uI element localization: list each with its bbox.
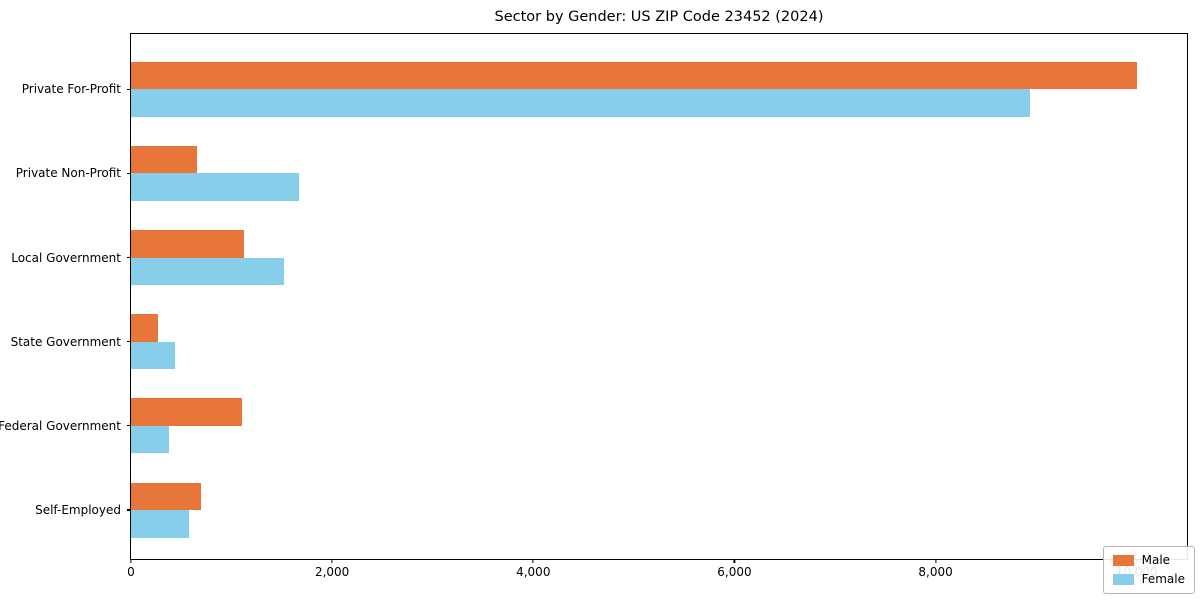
bar-female-federal-government (131, 425, 170, 454)
y-tick-mark (127, 88, 131, 90)
x-tick-label: 8,000 (918, 565, 953, 579)
x-tick-mark (934, 559, 937, 563)
y-tick-mark (127, 341, 131, 343)
legend-entry-male: Male (1112, 553, 1185, 567)
legend: Male Female (1102, 546, 1195, 594)
category-label-local-government: Local Government (11, 250, 121, 265)
bar-male-state-government (131, 314, 159, 342)
male-swatch-icon (1112, 555, 1134, 566)
category-label-self-employed: Self-Employed (35, 503, 121, 517)
bar-female-state-government (131, 341, 176, 370)
x-tick-mark (733, 559, 736, 563)
legend-entry-female: Female (1112, 572, 1185, 586)
x-tick-label: 4,000 (516, 565, 551, 579)
x-tick-mark (331, 559, 333, 563)
bar-female-self-employed (131, 510, 190, 538)
category-label-private-non-profit: Private Non-Profit (15, 166, 121, 181)
bar-male-self-employed (131, 482, 202, 510)
x-tick-mark (130, 559, 132, 563)
bar-female-local-government (131, 257, 284, 286)
bar-male-federal-government (131, 398, 242, 426)
y-tick-mark (127, 425, 131, 427)
chart-title: Sector by Gender: US ZIP Code 23452 (202… (494, 9, 824, 25)
plot-area: Private For-Profit Private Non-Profit Loca… (0, 33, 1188, 579)
bar-male-local-government (131, 230, 244, 258)
female-swatch-icon (1112, 574, 1134, 585)
x-tick-label: 2,000 (314, 565, 350, 579)
y-tick-mark (127, 509, 131, 511)
y-tick-mark (127, 172, 131, 174)
bar-male-private-for-profit (131, 61, 1137, 90)
x-tick-label: 6,000 (717, 565, 752, 579)
legend-label-female: Female (1141, 572, 1185, 586)
x-tick-label: 0 (127, 565, 135, 579)
category-label-private-for-profit: Private For-Profit (21, 82, 121, 97)
category-label-federal-government: Federal Government (0, 418, 121, 433)
y-tick-mark (127, 256, 131, 259)
category-label-state-government: State Government (10, 334, 121, 349)
x-tick-mark (532, 559, 534, 563)
bar-female-private-non-profit (131, 173, 300, 201)
bar-male-private-non-profit (131, 145, 198, 174)
bar-female-private-for-profit (131, 89, 1031, 117)
legend-label-male: Male (1141, 553, 1171, 567)
